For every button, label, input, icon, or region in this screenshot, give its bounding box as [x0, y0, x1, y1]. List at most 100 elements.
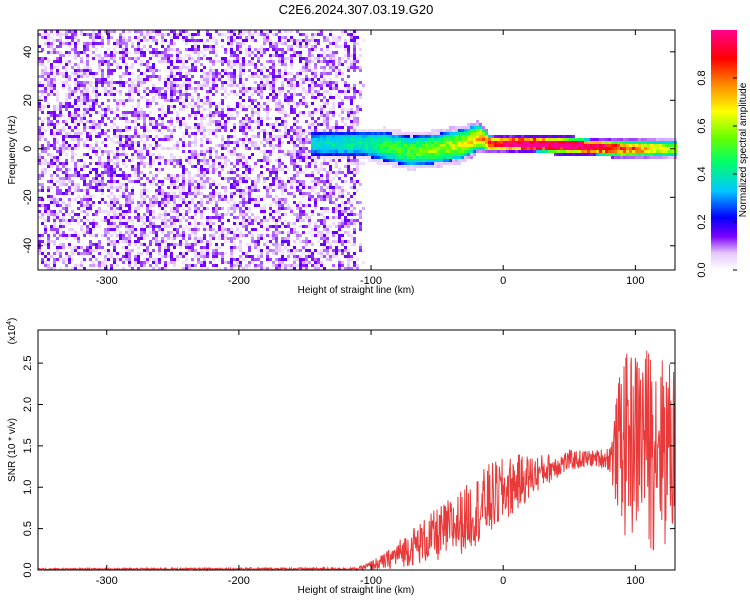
heatmap-cell — [119, 231, 122, 234]
heatmap-cell — [68, 60, 71, 63]
heatmap-cell — [80, 177, 83, 180]
heatmap-cell — [245, 135, 248, 138]
heatmap-cell — [269, 174, 272, 177]
heatmap-cell — [308, 165, 311, 168]
heatmap-cell — [302, 81, 305, 84]
heatmap-cell — [209, 102, 212, 105]
heatmap-cell — [260, 207, 263, 210]
heatmap-cell — [77, 63, 80, 66]
heatmap-cell — [266, 48, 269, 51]
heatmap-cell — [341, 249, 344, 252]
heatmap-cell — [383, 144, 386, 147]
heatmap-cell — [359, 81, 362, 84]
heatmap-cell — [194, 156, 197, 159]
heatmap-cell — [107, 48, 110, 51]
heatmap-cell — [338, 102, 341, 105]
heatmap-cell — [62, 180, 65, 183]
heatmap-cell — [194, 249, 197, 252]
heatmap-cell — [95, 54, 98, 57]
heatmap-cell — [221, 213, 224, 216]
heatmap-cell — [323, 210, 326, 213]
heatmap-cell — [77, 108, 80, 111]
heatmap-cell — [239, 210, 242, 213]
heatmap-cell — [179, 96, 182, 99]
heatmap-cell — [236, 60, 239, 63]
heatmap-cell — [290, 48, 293, 51]
heatmap-cell — [278, 99, 281, 102]
heatmap-cell — [326, 135, 329, 138]
heatmap-cell — [146, 114, 149, 117]
heatmap-cell — [254, 87, 257, 90]
heatmap-cell — [170, 54, 173, 57]
heatmap-cell — [332, 177, 335, 180]
heatmap-cell — [158, 216, 161, 219]
heatmap-cell — [53, 48, 56, 51]
heatmap-cell — [185, 84, 188, 87]
heatmap-cell — [62, 183, 65, 186]
heatmap-cell — [200, 201, 203, 204]
heatmap-cell — [227, 66, 230, 69]
heatmap-cell — [56, 69, 59, 72]
heatmap-cell — [377, 162, 380, 165]
heatmap-cell — [41, 186, 44, 189]
heatmap-cell — [275, 171, 278, 174]
heatmap-cell — [47, 240, 50, 243]
heatmap-cell — [383, 153, 386, 156]
heatmap-cell — [41, 36, 44, 39]
heatmap-cell — [119, 213, 122, 216]
heatmap-cell — [83, 114, 86, 117]
heatmap-cell — [302, 204, 305, 207]
heatmap-cell — [392, 141, 395, 144]
heatmap-cell — [113, 195, 116, 198]
heatmap-cell — [290, 60, 293, 63]
heatmap-cell — [194, 123, 197, 126]
heatmap-cell — [119, 216, 122, 219]
heatmap-cell — [197, 228, 200, 231]
heatmap-cell — [350, 144, 353, 147]
heatmap-cell — [248, 246, 251, 249]
heatmap-cell — [107, 189, 110, 192]
heatmap-cell — [47, 216, 50, 219]
heatmap-cell — [296, 216, 299, 219]
heatmap-cell — [38, 162, 41, 165]
heatmap-cell — [158, 267, 161, 270]
heatmap-cell — [71, 135, 74, 138]
heatmap-cell — [86, 132, 89, 135]
heatmap-cell — [311, 45, 314, 48]
heatmap-cell — [200, 84, 203, 87]
heatmap-cell — [335, 36, 338, 39]
heatmap-cell — [347, 165, 350, 168]
heatmap-cell — [398, 153, 401, 156]
heatmap-cell — [248, 216, 251, 219]
heatmap-cell — [170, 36, 173, 39]
heatmap-cell — [125, 114, 128, 117]
heatmap-cell — [392, 156, 395, 159]
heatmap-cell — [38, 237, 41, 240]
heatmap-cell — [140, 216, 143, 219]
heatmap-cell — [113, 198, 116, 201]
heatmap-cell — [80, 138, 83, 141]
heatmap-cell — [338, 141, 341, 144]
heatmap-cell — [200, 186, 203, 189]
heatmap-cell — [296, 207, 299, 210]
heatmap-cell — [161, 120, 164, 123]
heatmap-cell — [266, 156, 269, 159]
heatmap-cell — [44, 57, 47, 60]
heatmap-cell — [236, 153, 239, 156]
heatmap-cell — [197, 129, 200, 132]
heatmap-cell — [122, 174, 125, 177]
heatmap-cell — [50, 174, 53, 177]
heatmap-cell — [251, 228, 254, 231]
heatmap-cell — [59, 189, 62, 192]
heatmap-cell — [338, 36, 341, 39]
heatmap-cell — [161, 126, 164, 129]
heatmap-cell — [326, 39, 329, 42]
heatmap-cell — [152, 222, 155, 225]
heatmap-cell — [326, 249, 329, 252]
heatmap-cell — [113, 225, 116, 228]
heatmap-cell — [329, 57, 332, 60]
heatmap-cell — [110, 207, 113, 210]
heatmap-cell — [158, 60, 161, 63]
heatmap-cell — [44, 30, 47, 33]
heatmap-cell — [179, 60, 182, 63]
